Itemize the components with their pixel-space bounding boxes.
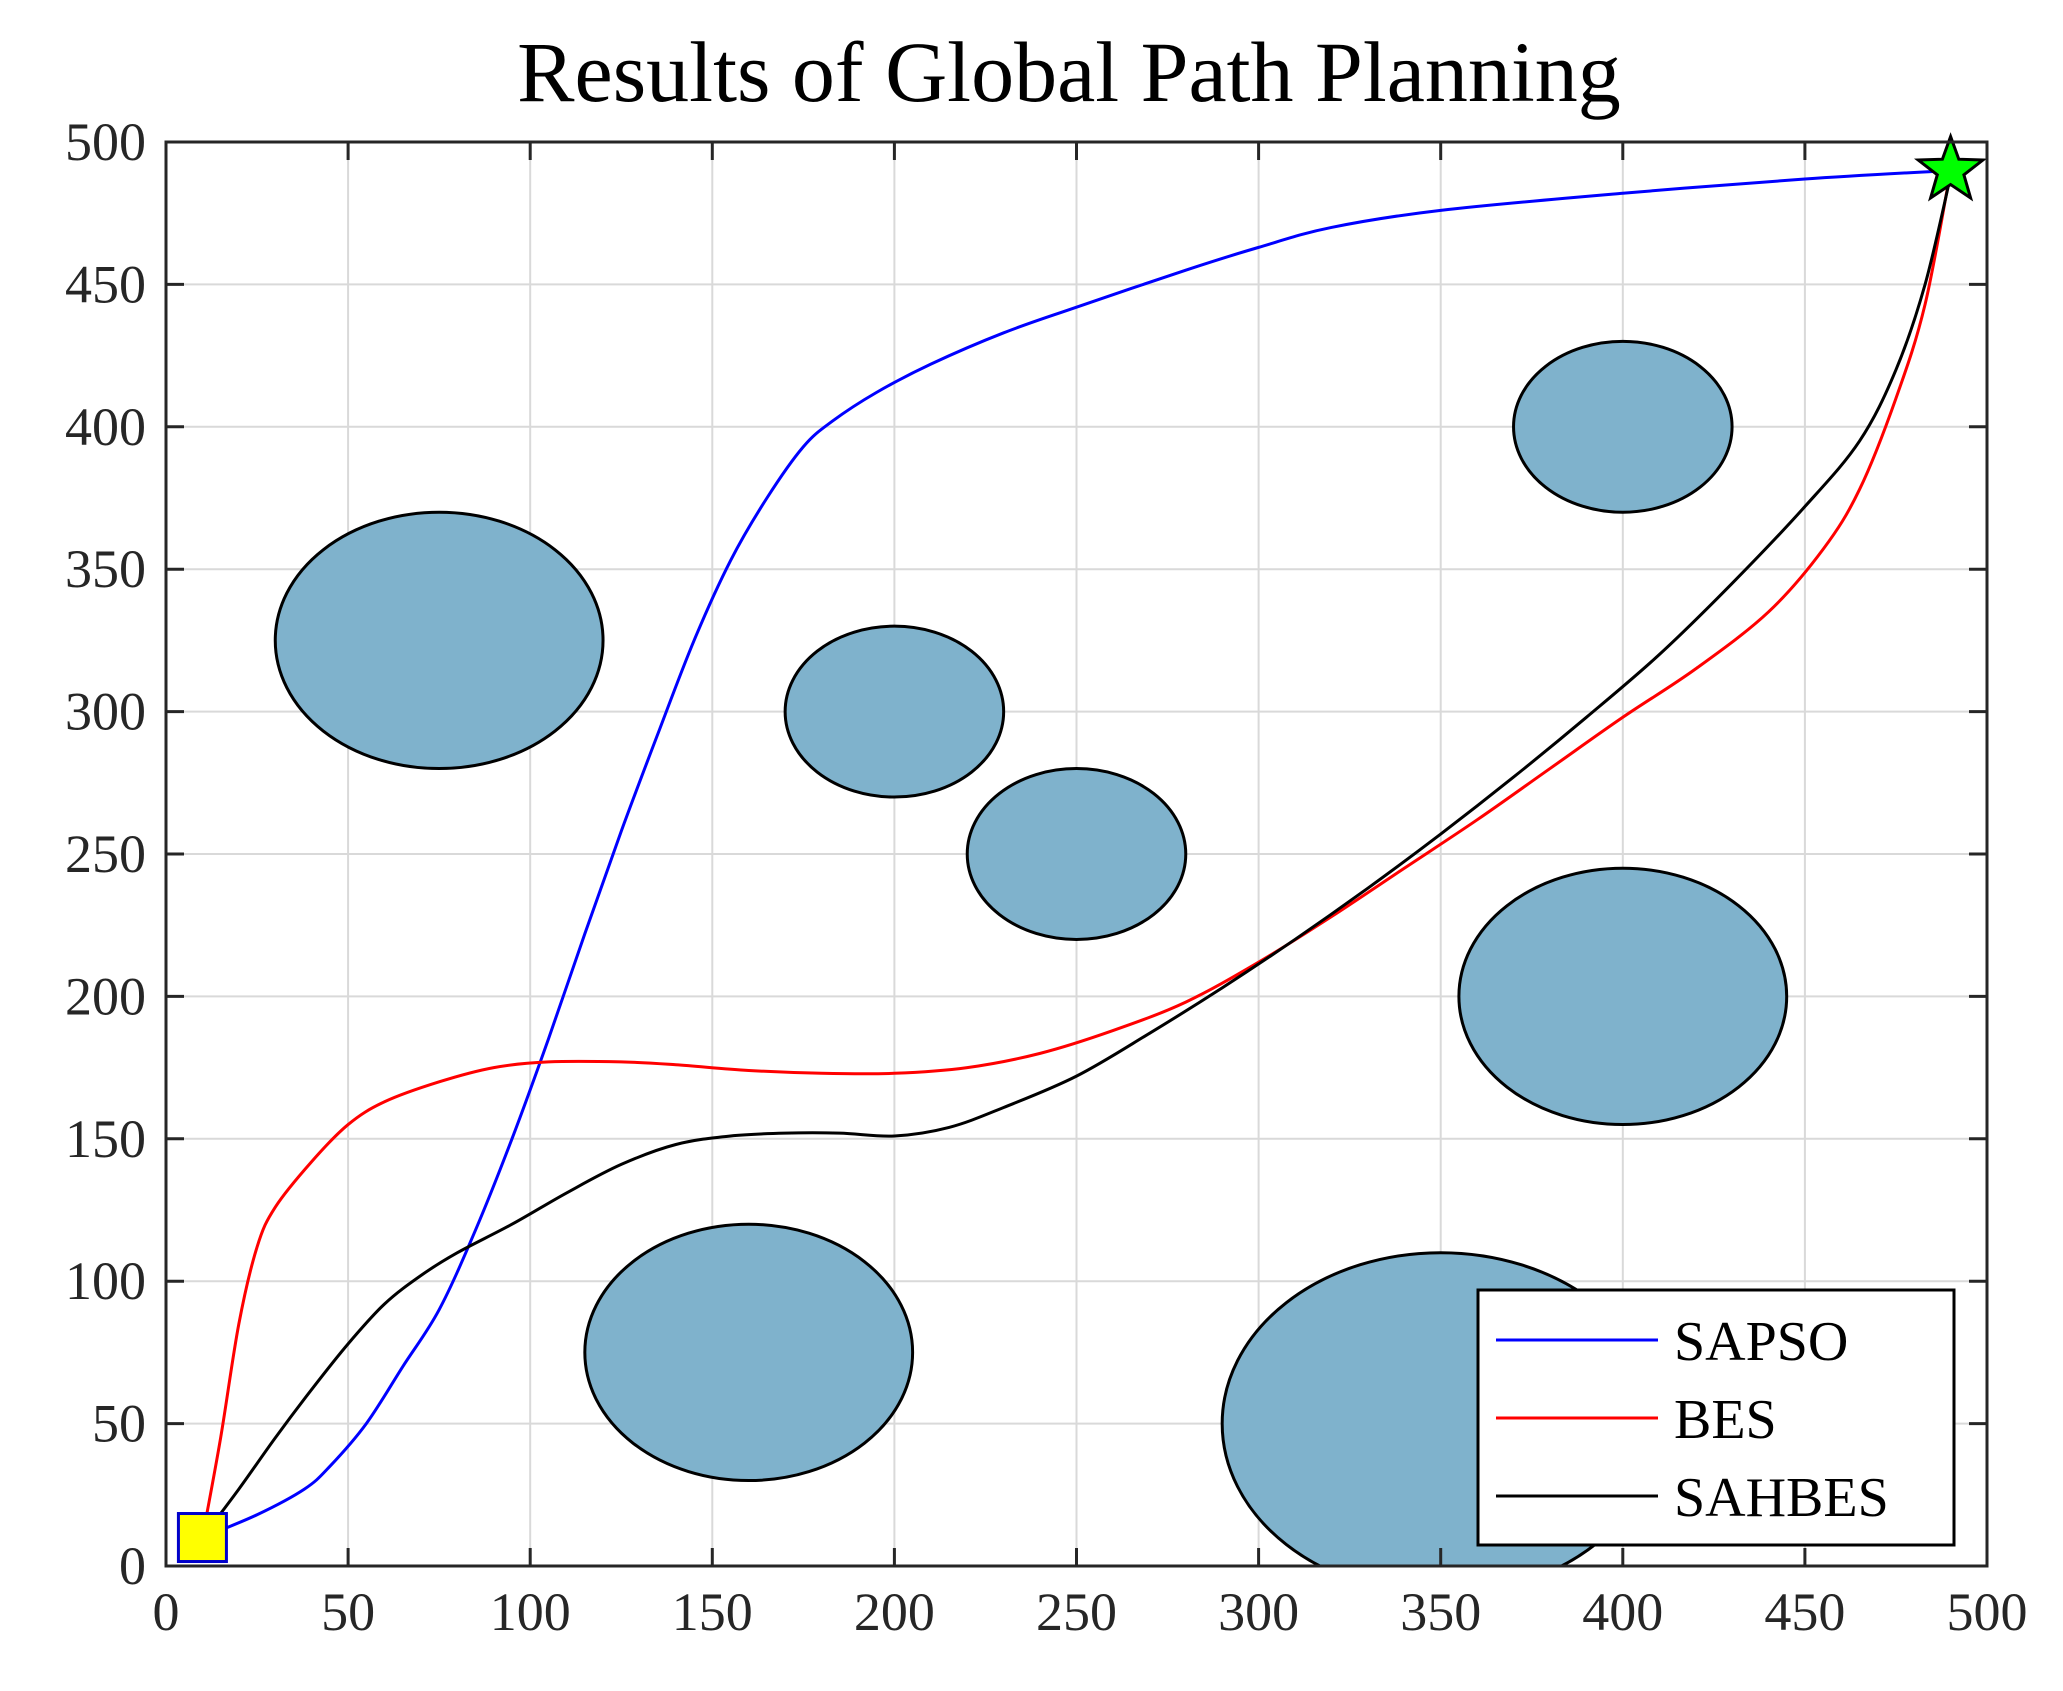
y-tick-label: 100 bbox=[65, 1251, 146, 1311]
y-tick-label: 350 bbox=[65, 539, 146, 599]
x-tick-label: 300 bbox=[1218, 1582, 1299, 1642]
obstacle bbox=[1457, 866, 1789, 1127]
obstacle bbox=[583, 1222, 915, 1483]
obstacle bbox=[965, 767, 1188, 941]
x-tick-label: 150 bbox=[672, 1582, 753, 1642]
markers bbox=[176, 132, 1988, 1564]
obstacles bbox=[273, 339, 1789, 1566]
series-line-bes bbox=[200, 170, 1953, 1538]
y-tick-label: 300 bbox=[65, 682, 146, 742]
x-tick-label: 400 bbox=[1582, 1582, 1663, 1642]
obstacle bbox=[273, 510, 605, 771]
y-tick-label: 450 bbox=[65, 254, 146, 314]
legend-label-bes: BES bbox=[1674, 1389, 1777, 1451]
y-tick-label: 400 bbox=[65, 397, 146, 457]
y-tick-label: 150 bbox=[65, 1109, 146, 1169]
x-tick-label: 50 bbox=[321, 1582, 375, 1642]
obstacle bbox=[1512, 339, 1734, 514]
series-line-sahbes bbox=[201, 175, 1953, 1539]
y-tick-label: 500 bbox=[65, 112, 146, 172]
legend: SAPSO BES SAHBES bbox=[1476, 1288, 1956, 1547]
y-tick-label: 50 bbox=[92, 1394, 146, 1454]
y-tick-label: 250 bbox=[65, 824, 146, 884]
x-tick-label: 250 bbox=[1036, 1582, 1117, 1642]
tick-labels: 0 50 100 150 200 250 300 350 400 450 500 0 50 100 150 2… bbox=[65, 112, 2028, 1642]
start-marker bbox=[176, 1512, 228, 1564]
x-tick-label: 200 bbox=[854, 1582, 935, 1642]
chart-title: Results of Global Path Planning bbox=[517, 24, 1621, 120]
x-tick-label: 350 bbox=[1400, 1582, 1481, 1642]
legend-label-sahbes: SAHBES bbox=[1674, 1467, 1889, 1529]
x-tick-label: 0 bbox=[153, 1582, 180, 1642]
series-line-sapso bbox=[201, 168, 1951, 1539]
x-tick-label: 450 bbox=[1764, 1582, 1845, 1642]
series bbox=[200, 168, 1953, 1539]
legend-label-sapso: SAPSO bbox=[1674, 1311, 1848, 1373]
axes-frame bbox=[164, 140, 1989, 1568]
obstacle bbox=[783, 624, 1006, 799]
y-tick-label: 0 bbox=[119, 1536, 146, 1596]
x-tick-label: 500 bbox=[1947, 1582, 2028, 1642]
goal-marker bbox=[1913, 132, 1988, 202]
x-tick-label: 100 bbox=[490, 1582, 571, 1642]
y-tick-label: 200 bbox=[65, 966, 146, 1026]
